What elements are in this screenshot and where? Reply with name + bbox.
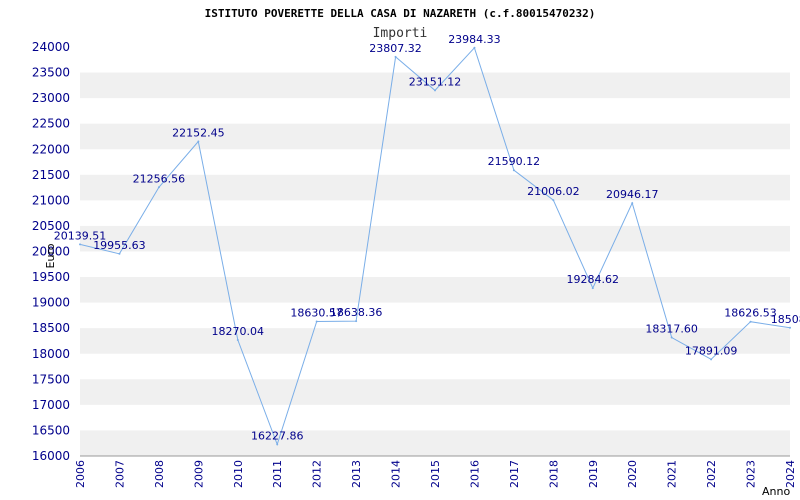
x-tick-label: 2018 [547, 460, 560, 488]
data-point [276, 443, 279, 446]
x-tick-label: 2011 [271, 460, 284, 488]
grid-band [80, 72, 790, 99]
data-point [79, 243, 81, 246]
data-label: 23984.33 [448, 33, 501, 46]
x-tick-label: 2022 [705, 460, 718, 488]
x-tick-label: 2012 [311, 460, 324, 488]
y-tick-label: 19000 [32, 296, 70, 310]
y-tick-label: 20500 [32, 219, 70, 233]
y-tick-label: 22500 [32, 117, 70, 131]
grid-band [80, 225, 790, 252]
data-point [789, 326, 791, 329]
y-tick-label: 16500 [32, 423, 70, 437]
data-label: 20946.17 [606, 188, 659, 201]
grid-band [80, 123, 790, 150]
y-tick-label: 22000 [32, 142, 70, 156]
y-tick-label: 21000 [32, 193, 70, 207]
x-tick-label: 2020 [626, 460, 639, 488]
data-point [118, 252, 121, 255]
y-tick-label: 21500 [32, 168, 70, 182]
data-label: 18317.60 [645, 323, 698, 336]
x-axis-ticks: 2006 2007 2008 2009 2010 2011 2012 2013 2014 2015… [74, 460, 797, 488]
data-point [394, 55, 397, 58]
data-label: 21006.02 [527, 185, 580, 198]
y-tick-label: 16000 [32, 449, 70, 463]
data-label: 23151.12 [409, 75, 462, 88]
data-point [631, 202, 634, 205]
grid-band [80, 328, 790, 354]
x-tick-label: 2013 [350, 460, 363, 488]
x-tick-label: 2007 [113, 460, 126, 488]
x-tick-label: 2019 [587, 460, 600, 488]
data-label: 18626.53 [724, 307, 777, 320]
data-point [315, 320, 318, 323]
x-tick-label: 2015 [429, 460, 442, 488]
y-tick-label: 24000 [32, 40, 70, 54]
data-label: 17891.09 [685, 344, 738, 357]
data-label: 19284.62 [567, 273, 620, 286]
data-label: 22152.45 [172, 126, 225, 139]
data-point [749, 320, 752, 323]
data-label: 18270.04 [212, 325, 265, 338]
y-tick-label: 23500 [32, 66, 70, 80]
grid-band [80, 277, 790, 303]
data-label: 20139.51 [54, 229, 107, 242]
data-point [710, 358, 713, 361]
y-tick-label: 18000 [32, 347, 70, 361]
data-point [512, 169, 515, 172]
data-point [670, 336, 673, 339]
gridline-bands [80, 72, 790, 456]
x-tick-label: 2006 [74, 460, 87, 488]
x-tick-label: 2017 [508, 460, 521, 488]
data-label: 18630.57 [290, 307, 343, 320]
y-tick-label: 19500 [32, 270, 70, 284]
data-label: 18508. [771, 313, 800, 326]
data-point [552, 199, 555, 202]
x-tick-label: 2016 [468, 460, 481, 488]
data-label: 23807.32 [369, 42, 422, 55]
data-point [236, 338, 239, 341]
y-tick-label: 17000 [32, 398, 70, 412]
data-label: 21590.12 [488, 155, 541, 168]
data-point [355, 320, 358, 323]
y-tick-label: 20000 [32, 245, 70, 259]
y-tick-label: 17500 [32, 372, 70, 386]
y-tick-label: 23000 [32, 91, 70, 105]
grid-band [80, 174, 790, 201]
x-tick-label: 2009 [192, 460, 205, 488]
data-label: 18638.36 [330, 306, 383, 319]
x-tick-label: 2021 [666, 460, 679, 488]
x-tick-label: 2010 [232, 460, 245, 488]
x-tick-label: 2024 [784, 460, 797, 488]
grid-band [80, 379, 790, 405]
y-axis-ticks: 16000 16500 17000 17500 18000 18500 19000 19500… [32, 40, 70, 463]
x-tick-label: 2023 [745, 460, 758, 488]
x-tick-label: 2014 [390, 460, 403, 488]
y-axis-label: Euro [44, 243, 57, 268]
data-point [434, 89, 436, 92]
legend-label: Importi [373, 26, 428, 41]
y-tick-label: 18500 [32, 321, 70, 335]
data-point [157, 186, 160, 189]
data-label: 19955.63 [93, 239, 146, 252]
grid-band [80, 430, 790, 456]
x-axis-label: Anno [762, 485, 790, 498]
chart-title: ISTITUTO POVERETTE DELLA CASA DI NAZARET… [205, 7, 596, 20]
data-label: 21256.56 [133, 172, 186, 185]
x-tick-label: 2008 [153, 460, 166, 488]
data-point [197, 140, 200, 143]
data-point [473, 46, 476, 49]
data-label: 16227.86 [251, 429, 304, 442]
data-point [591, 287, 594, 290]
